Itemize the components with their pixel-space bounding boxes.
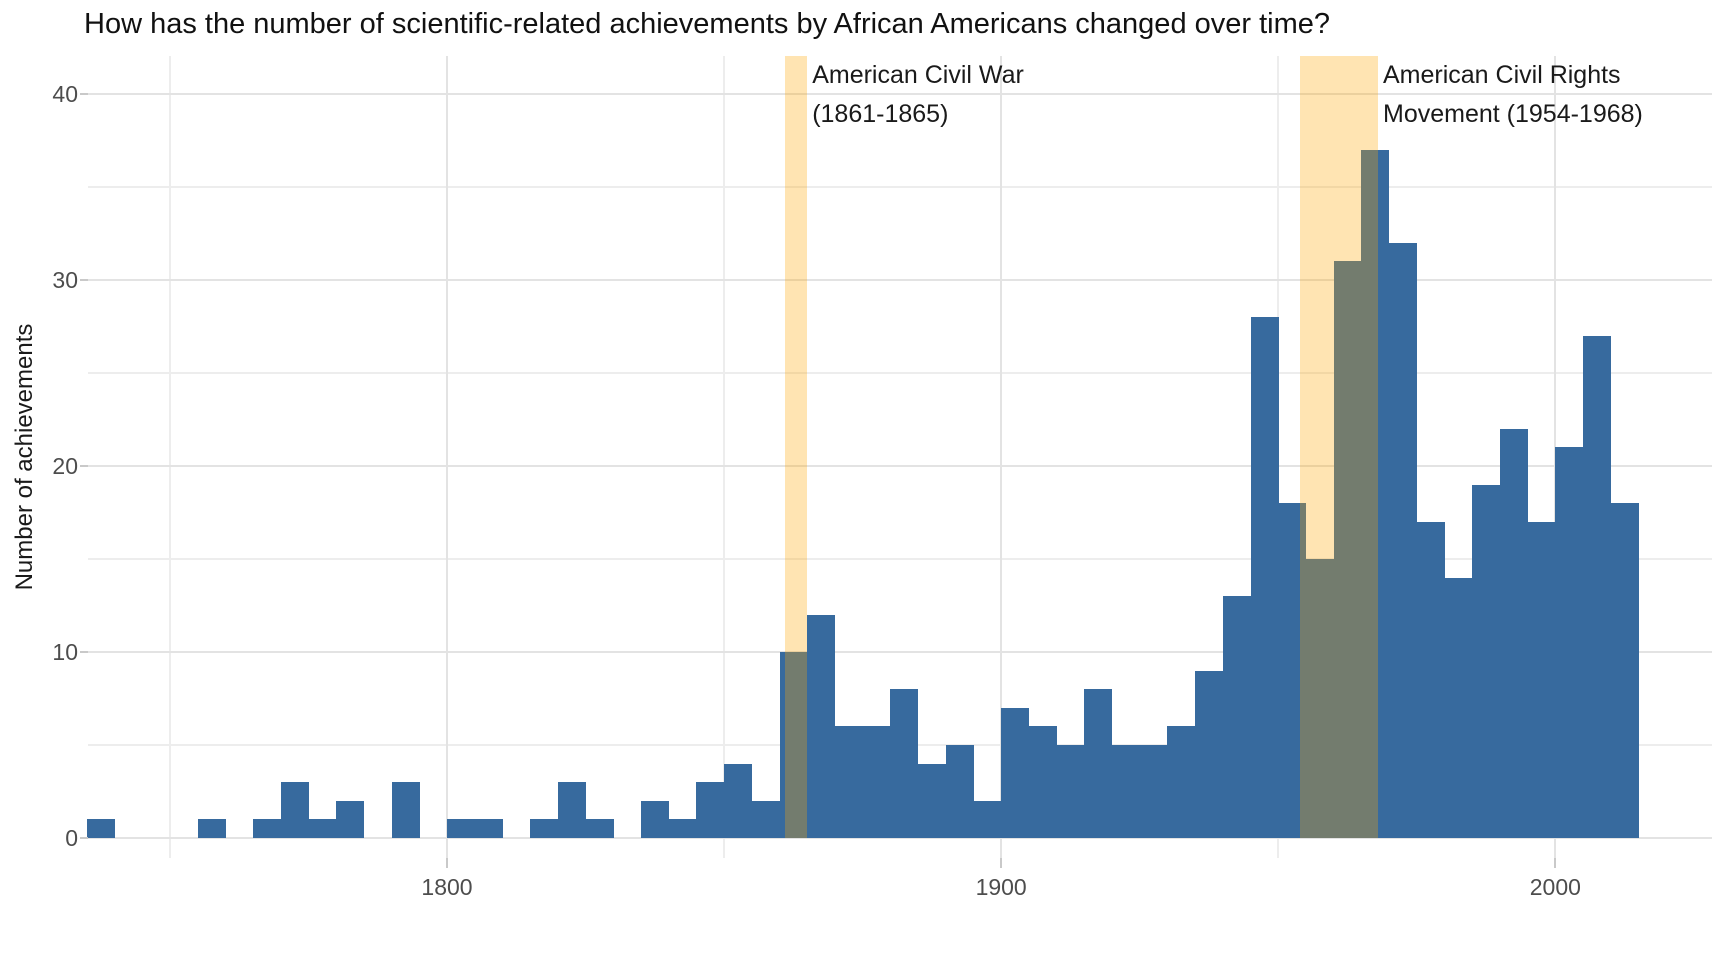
gridline-x-minor (168, 56, 171, 858)
y-tick-mark (80, 279, 88, 281)
histogram-bar (724, 763, 753, 838)
histogram-bar (1278, 503, 1307, 838)
y-tick-mark (80, 837, 88, 839)
histogram-bar (197, 819, 226, 838)
annotation-line2: Movement (1954-1968) (1383, 100, 1643, 128)
gridline-x-major (446, 56, 448, 858)
y-tick-mark (80, 651, 88, 653)
histogram-bar (1250, 317, 1279, 838)
histogram-bar (862, 726, 891, 838)
highlight-band (1300, 56, 1378, 838)
histogram-bar (696, 782, 725, 838)
histogram-bar (336, 800, 365, 838)
histogram-bar (973, 800, 1002, 838)
gridline-y-major (88, 837, 1712, 839)
histogram-bar (474, 819, 503, 838)
gridline-x-minor (723, 56, 726, 858)
histogram-bar (280, 782, 309, 838)
histogram-bar (1028, 726, 1057, 838)
annotation-label: American Civil Rights Movement (1954-1968… (1383, 56, 1643, 134)
histogram-bar (1472, 484, 1501, 838)
y-tick-label: 0 (65, 825, 78, 851)
histogram-bar (1167, 726, 1196, 838)
gridline-y-minor (88, 372, 1712, 374)
gridline-y-major (88, 465, 1712, 467)
y-tick-label: 20 (52, 453, 78, 479)
y-tick-mark (80, 465, 88, 467)
histogram-bar (640, 800, 670, 838)
histogram-bar (945, 745, 974, 838)
annotation-line1: American Civil War (812, 61, 1024, 89)
y-tick-label: 40 (52, 81, 78, 107)
y-tick-label: 10 (52, 639, 78, 665)
x-tick-mark (446, 858, 448, 868)
chart-title: How has the number of scientific-related… (84, 8, 1331, 40)
histogram-bar (779, 652, 808, 838)
histogram-bar (1389, 242, 1418, 838)
gridline-x-major (1000, 56, 1003, 858)
annotation-label: American Civil War (1861-1865) (812, 56, 1024, 134)
annotation-line1: American Civil Rights (1383, 61, 1621, 89)
histogram-bar (1610, 503, 1639, 838)
x-tick-label: 1800 (421, 874, 473, 900)
histogram-bar (834, 726, 863, 838)
histogram-bar (585, 819, 614, 838)
histogram-bar (890, 689, 919, 838)
histogram-bar (308, 819, 337, 838)
x-tick-mark (1000, 858, 1003, 868)
histogram-bar (668, 819, 697, 838)
histogram-bar (1084, 689, 1113, 838)
histogram-bar (530, 819, 559, 838)
histogram-bar (1333, 261, 1362, 838)
histogram-bar (751, 800, 780, 838)
histogram-bar (1305, 559, 1335, 838)
highlight-band (785, 56, 808, 838)
histogram-bar (1444, 577, 1473, 838)
histogram-bar (1499, 428, 1529, 838)
histogram-bar (253, 819, 282, 838)
histogram-bar (1416, 521, 1445, 838)
histogram-bar (918, 763, 947, 838)
x-tick-label: 1900 (975, 874, 1027, 900)
histogram-bar (1527, 521, 1556, 838)
histogram-bar (1583, 335, 1612, 838)
x-tick-label: 2000 (1529, 874, 1581, 900)
gridline-y-minor (88, 186, 1712, 188)
histogram-bar (1361, 149, 1390, 838)
histogram-bar (1139, 745, 1168, 838)
histogram-bar (1056, 745, 1085, 838)
gridline-y-major (88, 651, 1712, 653)
histogram-bar (447, 819, 476, 838)
histogram-bar (391, 782, 420, 838)
histogram-bar (86, 819, 115, 838)
gridline-y-minor (88, 558, 1712, 560)
histogram-bar (1555, 447, 1584, 838)
histogram-bar (557, 782, 586, 838)
histogram-bar (1112, 745, 1141, 838)
histogram-bar (1001, 707, 1030, 838)
y-tick-mark (80, 93, 88, 95)
annotation-line2: (1861-1865) (812, 100, 949, 128)
gridline-y-major (88, 279, 1712, 281)
y-tick-label: 30 (52, 267, 78, 293)
histogram-bar (807, 614, 836, 838)
x-tick-mark (1554, 858, 1557, 868)
gridline-y-major (88, 93, 1712, 95)
histogram-bar (1195, 670, 1224, 838)
histogram-bar (1222, 596, 1251, 838)
